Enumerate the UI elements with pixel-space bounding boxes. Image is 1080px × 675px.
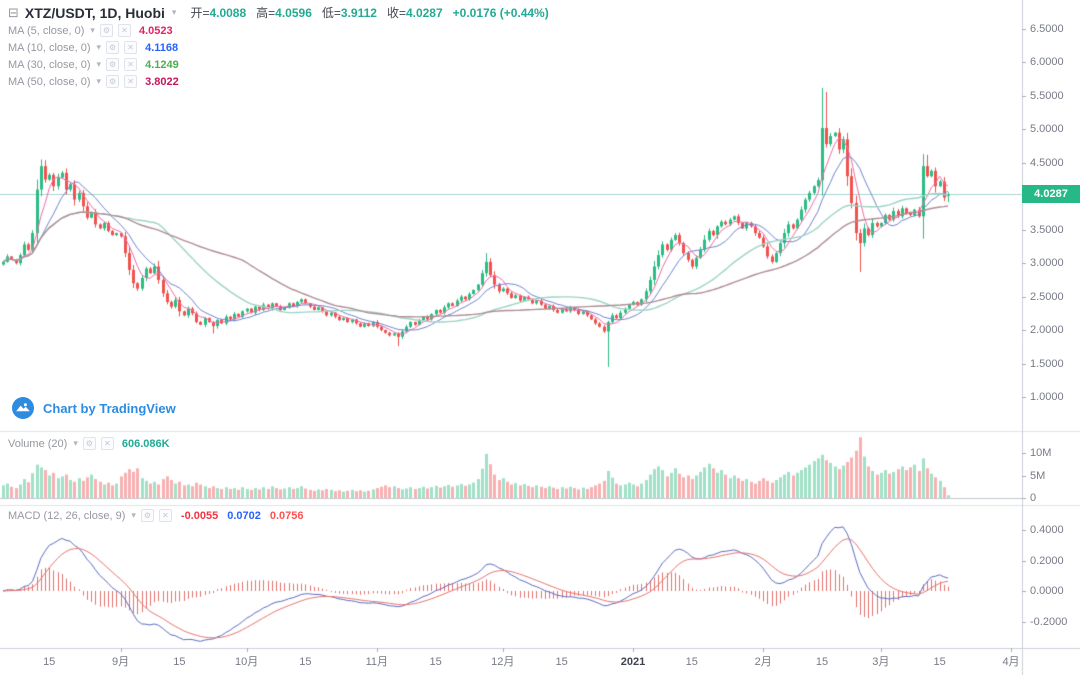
volume-axis-tick-label: 0 xyxy=(1030,492,1037,504)
volume-axis-tick-label: 5M xyxy=(1030,469,1046,482)
time-axis-tick-label: 9月 xyxy=(112,656,130,668)
price-axis-tick-label: 3.0000 xyxy=(1030,257,1064,270)
macd-settings-icon[interactable]: ⚙ xyxy=(140,509,154,522)
volume-remove-icon[interactable]: ✕ xyxy=(100,437,114,450)
time-axis-tick-label: 15 xyxy=(173,656,186,668)
macd-remove-icon[interactable]: ✕ xyxy=(158,509,172,522)
ma-dropdown-caret-icon[interactable]: ▾ xyxy=(90,25,95,35)
time-axis-tick-label: 15 xyxy=(685,656,698,668)
volume-settings-icon[interactable]: ⚙ xyxy=(82,437,96,450)
macd-line-value: 0.0702 xyxy=(227,509,261,522)
ma-label: MA (30, close, 0) xyxy=(8,58,91,71)
time-axis-tick-label: 4月 xyxy=(1002,656,1020,668)
volume-legend-row: Volume (20) ▾ ⚙ ✕ 606.086K xyxy=(8,437,170,450)
time-axis-tick-label: 15 xyxy=(555,656,568,668)
ma-settings-icon[interactable]: ⚙ xyxy=(99,24,113,37)
ohlc-high: 高=4.0596 xyxy=(256,6,312,20)
time-axis-tick-label: 15 xyxy=(299,656,312,668)
macd-label: MACD (12, 26, close, 9) xyxy=(8,509,126,522)
macd-axis-tick-label: 0.0000 xyxy=(1030,585,1064,597)
ohlc-close: 收=4.0287 xyxy=(386,6,443,20)
time-axis-tick-label: 2021 xyxy=(620,656,646,668)
current-price-label: 4.0287 xyxy=(1022,185,1080,204)
price-change: +0.0176 (+0.44%) xyxy=(452,5,549,20)
time-axis-tick-label: 15 xyxy=(815,656,829,668)
time-axis-tick-label: 11月 xyxy=(365,656,388,668)
ma-remove-icon[interactable]: ✕ xyxy=(117,24,131,37)
price-axis-tick-label: 4.5000 xyxy=(1030,156,1064,169)
time-axis-tick-label: 2月 xyxy=(754,656,772,668)
ma-remove-icon[interactable]: ✕ xyxy=(124,41,138,54)
ma-value: 4.1168 xyxy=(145,41,179,54)
macd-axis-tick-label: -0.2000 xyxy=(1030,615,1068,628)
ma-label: MA (10, close, 0) xyxy=(8,41,91,54)
ma-dropdown-caret-icon[interactable]: ▾ xyxy=(96,42,102,52)
ma50-legend-row: MA (50, close, 0) ▾ ⚙ ✕ 3.8022 xyxy=(8,75,179,88)
time-axis-tick-label: 3月 xyxy=(872,656,890,668)
attribution-text: Chart by TradingView xyxy=(43,400,176,416)
ma30-legend-row: MA (30, close, 0) ▾ ⚙ ✕ 4.1249 xyxy=(8,58,179,71)
ma-dropdown-caret-icon[interactable]: ▾ xyxy=(96,76,102,86)
macd-legend-row: MACD (12, 26, close, 9) ▾ ⚙ ✕ -0.0055 0.… xyxy=(8,509,304,522)
price-axis-tick-label: 1.0000 xyxy=(1030,390,1064,403)
ma-settings-icon[interactable]: ⚙ xyxy=(106,75,120,88)
symbol-header: ⊟ XTZ/USDT, 1D, Huobi ▾ 开=4.0088 高=4.059… xyxy=(8,4,549,21)
time-axis-tick-label: 15 xyxy=(43,656,56,668)
macd-axis-tick-label: 0.4000 xyxy=(1030,524,1064,536)
price-axis-tick-label: 6.0000 xyxy=(1030,56,1064,69)
time-axis-tick-label: 12月 xyxy=(491,656,515,668)
ohlc-readout: 开=4.0088 高=4.0596 低=3.9112 收=4.0287 +0.0… xyxy=(190,4,548,21)
ma-value: 4.1249 xyxy=(145,58,179,71)
tradingview-attribution-link[interactable]: Chart by TradingView xyxy=(12,397,176,419)
macd-hist-value: -0.0055 xyxy=(180,509,219,522)
volume-label: Volume (20) xyxy=(8,437,68,450)
macd-axis-tick-label: 0.2000 xyxy=(1030,554,1064,567)
symbol-dropdown-caret-icon[interactable]: ▾ xyxy=(171,7,177,17)
price-axis-tick-label: 5.5000 xyxy=(1030,89,1064,102)
price-axis-tick-label: 3.5000 xyxy=(1030,223,1064,236)
time-axis-tick-label: 15 xyxy=(429,656,442,668)
ma-settings-icon[interactable]: ⚙ xyxy=(106,58,120,71)
symbol-title[interactable]: XTZ/USDT, 1D, Huobi xyxy=(24,4,165,21)
price-axis-tick-label: 2.0000 xyxy=(1030,324,1064,337)
ohlc-open: 开=4.0088 xyxy=(190,6,247,20)
ma-label: MA (50, close, 0) xyxy=(8,75,91,88)
price-axis-tick-label: 6.5000 xyxy=(1030,23,1064,35)
ma10-legend-row: MA (10, close, 0) ▾ ⚙ ✕ 4.1168 xyxy=(8,41,178,54)
legend-collapse-icon[interactable]: ⊟ xyxy=(8,5,19,20)
price-axis-tick-label: 1.5000 xyxy=(1030,357,1064,370)
time-axis-tick-label: 15 xyxy=(933,656,946,668)
ma-dropdown-caret-icon[interactable]: ▾ xyxy=(96,59,102,69)
ma-value: 4.0523 xyxy=(138,24,173,37)
tradingview-logo-icon xyxy=(12,397,34,419)
ma-label: MA (5, close, 0) xyxy=(8,24,85,37)
ma-remove-icon[interactable]: ✕ xyxy=(124,75,138,88)
price-axis-tick-label: 2.5000 xyxy=(1030,290,1064,303)
macd-dropdown-caret-icon[interactable]: ▾ xyxy=(131,510,136,520)
time-axis-tick-label: 10月 xyxy=(234,656,259,668)
volume-dropdown-caret-icon[interactable]: ▾ xyxy=(73,438,78,448)
macd-signal-value: 0.0756 xyxy=(269,509,304,522)
volume-axis-tick-label: 10M xyxy=(1030,447,1052,459)
ma5-legend-row: MA (5, close, 0) ▾ ⚙ ✕ 4.0523 xyxy=(8,24,173,37)
ma-remove-icon[interactable]: ✕ xyxy=(124,58,138,71)
ohlc-low: 低=3.9112 xyxy=(321,6,377,20)
volume-value: 606.086K xyxy=(121,437,170,450)
ma-settings-icon[interactable]: ⚙ xyxy=(106,41,120,54)
ma-value: 3.8022 xyxy=(145,75,179,88)
price-axis-tick-label: 5.0000 xyxy=(1030,123,1064,136)
